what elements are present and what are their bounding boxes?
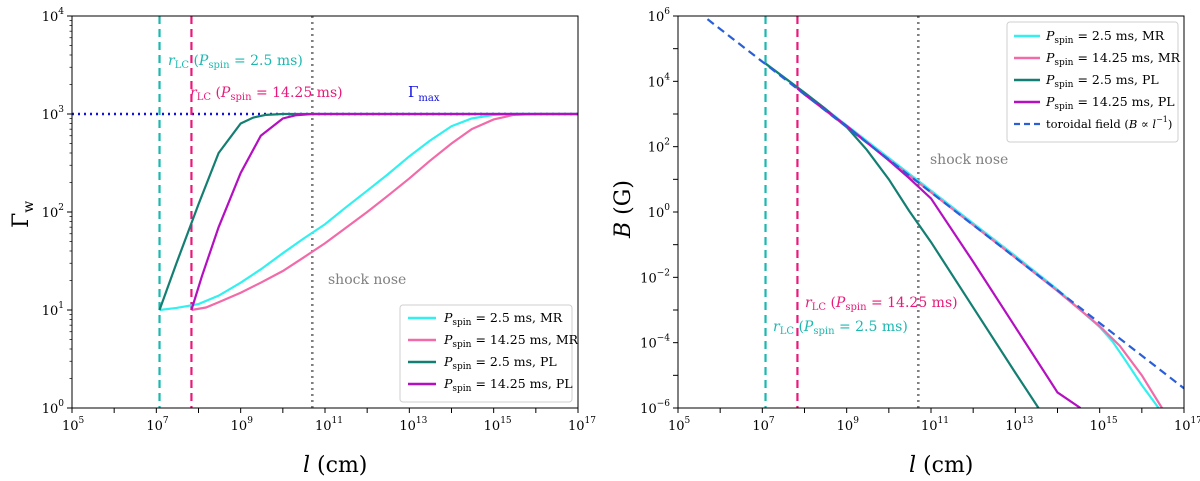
x-tick-label: 1017: [1174, 416, 1200, 434]
series-line-1: [159, 112, 578, 312]
x-tick-label: 1011: [315, 416, 343, 434]
annotation-rlc-14p25ms: rLC (Pspin = 14.25 ms): [805, 295, 958, 313]
x-tick-label: 109: [837, 416, 860, 434]
y-tick-label: 101: [42, 301, 64, 319]
y-axis-label: Γw: [9, 201, 37, 228]
legend-entry: Pspin = 14.25 ms, PL: [443, 376, 573, 394]
y-tick-label: 104: [648, 72, 671, 90]
annotation-shock-nose: shock nose: [328, 272, 406, 288]
annotation-rlc-2p5ms: rLC (Pspin = 2.5 ms): [773, 319, 908, 337]
y-tick-label: 100: [648, 203, 671, 221]
series-line-2: [191, 112, 578, 312]
y-tick-label: 103: [42, 105, 65, 123]
legend-entry: Pspin = 2.5 ms, PL: [443, 354, 557, 372]
x-tick-label: 109: [231, 416, 254, 434]
legend-entry: Pspin = 2.5 ms, MR: [443, 310, 563, 328]
y-tick-label: 102: [648, 138, 670, 156]
y-tick-label: 10−4: [640, 334, 670, 352]
legend-box: [399, 304, 573, 403]
series-line-4: [190, 112, 578, 311]
y-axis-label: B (G): [611, 180, 636, 239]
x-tick-label: 1015: [484, 416, 512, 434]
legend-entry-toroidal: toroidal field (B ∝ l−1): [1046, 115, 1172, 131]
left-panel-gamma: 105 107 109 1011 1013 1015 1017 100 101 102 103 104…: [9, 7, 596, 478]
x-tick-label: 1011: [921, 416, 949, 434]
legend-entry: Pspin = 2.5 ms, PL: [1045, 72, 1159, 90]
annotation-rlc-14p25ms: rLC (Pspin = 14.25 ms): [190, 85, 343, 103]
series-line-5: [706, 18, 1184, 390]
plot-area: [72, 16, 578, 408]
y-tick-label: 10−6: [640, 399, 670, 417]
legend-entry: Pspin = 2.5 ms, MR: [1045, 28, 1165, 46]
x-tick-label: 1013: [399, 416, 427, 434]
annotation-rlc-2p5ms: rLC (Pspin = 2.5 ms): [168, 53, 303, 71]
legend-entry: Pspin = 14.25 ms, MR: [443, 332, 579, 350]
x-axis-label: l (cm): [303, 453, 367, 478]
annotation-shock-nose: shock nose: [930, 152, 1008, 168]
plot-area: [706, 16, 1184, 408]
y-tick-label: 104: [42, 7, 65, 25]
right-panel-magnetic-field: 105 107 109 1011 1013 1015 1017 10−6 10−4 10−2 100…: [611, 7, 1200, 478]
x-tick-label: 107: [752, 416, 775, 434]
x-tick-label: 107: [146, 416, 169, 434]
x-tick-label: 105: [62, 416, 85, 434]
x-tick-label: 1017: [568, 416, 596, 434]
y-tick-label: 100: [42, 399, 65, 417]
annotation-gamma-max: Γmax: [408, 83, 440, 104]
legend-entry: Pspin = 14.25 ms, PL: [1045, 94, 1175, 112]
y-tick-label: 102: [42, 203, 64, 221]
x-axis-label: l (cm): [909, 453, 973, 478]
legend-box: [1006, 21, 1179, 143]
y-tick-label: 106: [648, 7, 671, 25]
legend: Pspin = 2.5 ms, MR Pspin = 14.25 ms, MR Ps…: [1006, 21, 1181, 143]
x-tick-label: 105: [668, 416, 691, 434]
legend-entry: Pspin = 14.25 ms, MR: [1045, 50, 1181, 68]
y-tick-label: 10−2: [640, 268, 670, 286]
legend: Pspin = 2.5 ms, MR Pspin = 14.25 ms, MR Ps…: [399, 304, 579, 403]
x-tick-label: 1013: [1005, 416, 1033, 434]
x-tick-label: 1015: [1090, 416, 1118, 434]
